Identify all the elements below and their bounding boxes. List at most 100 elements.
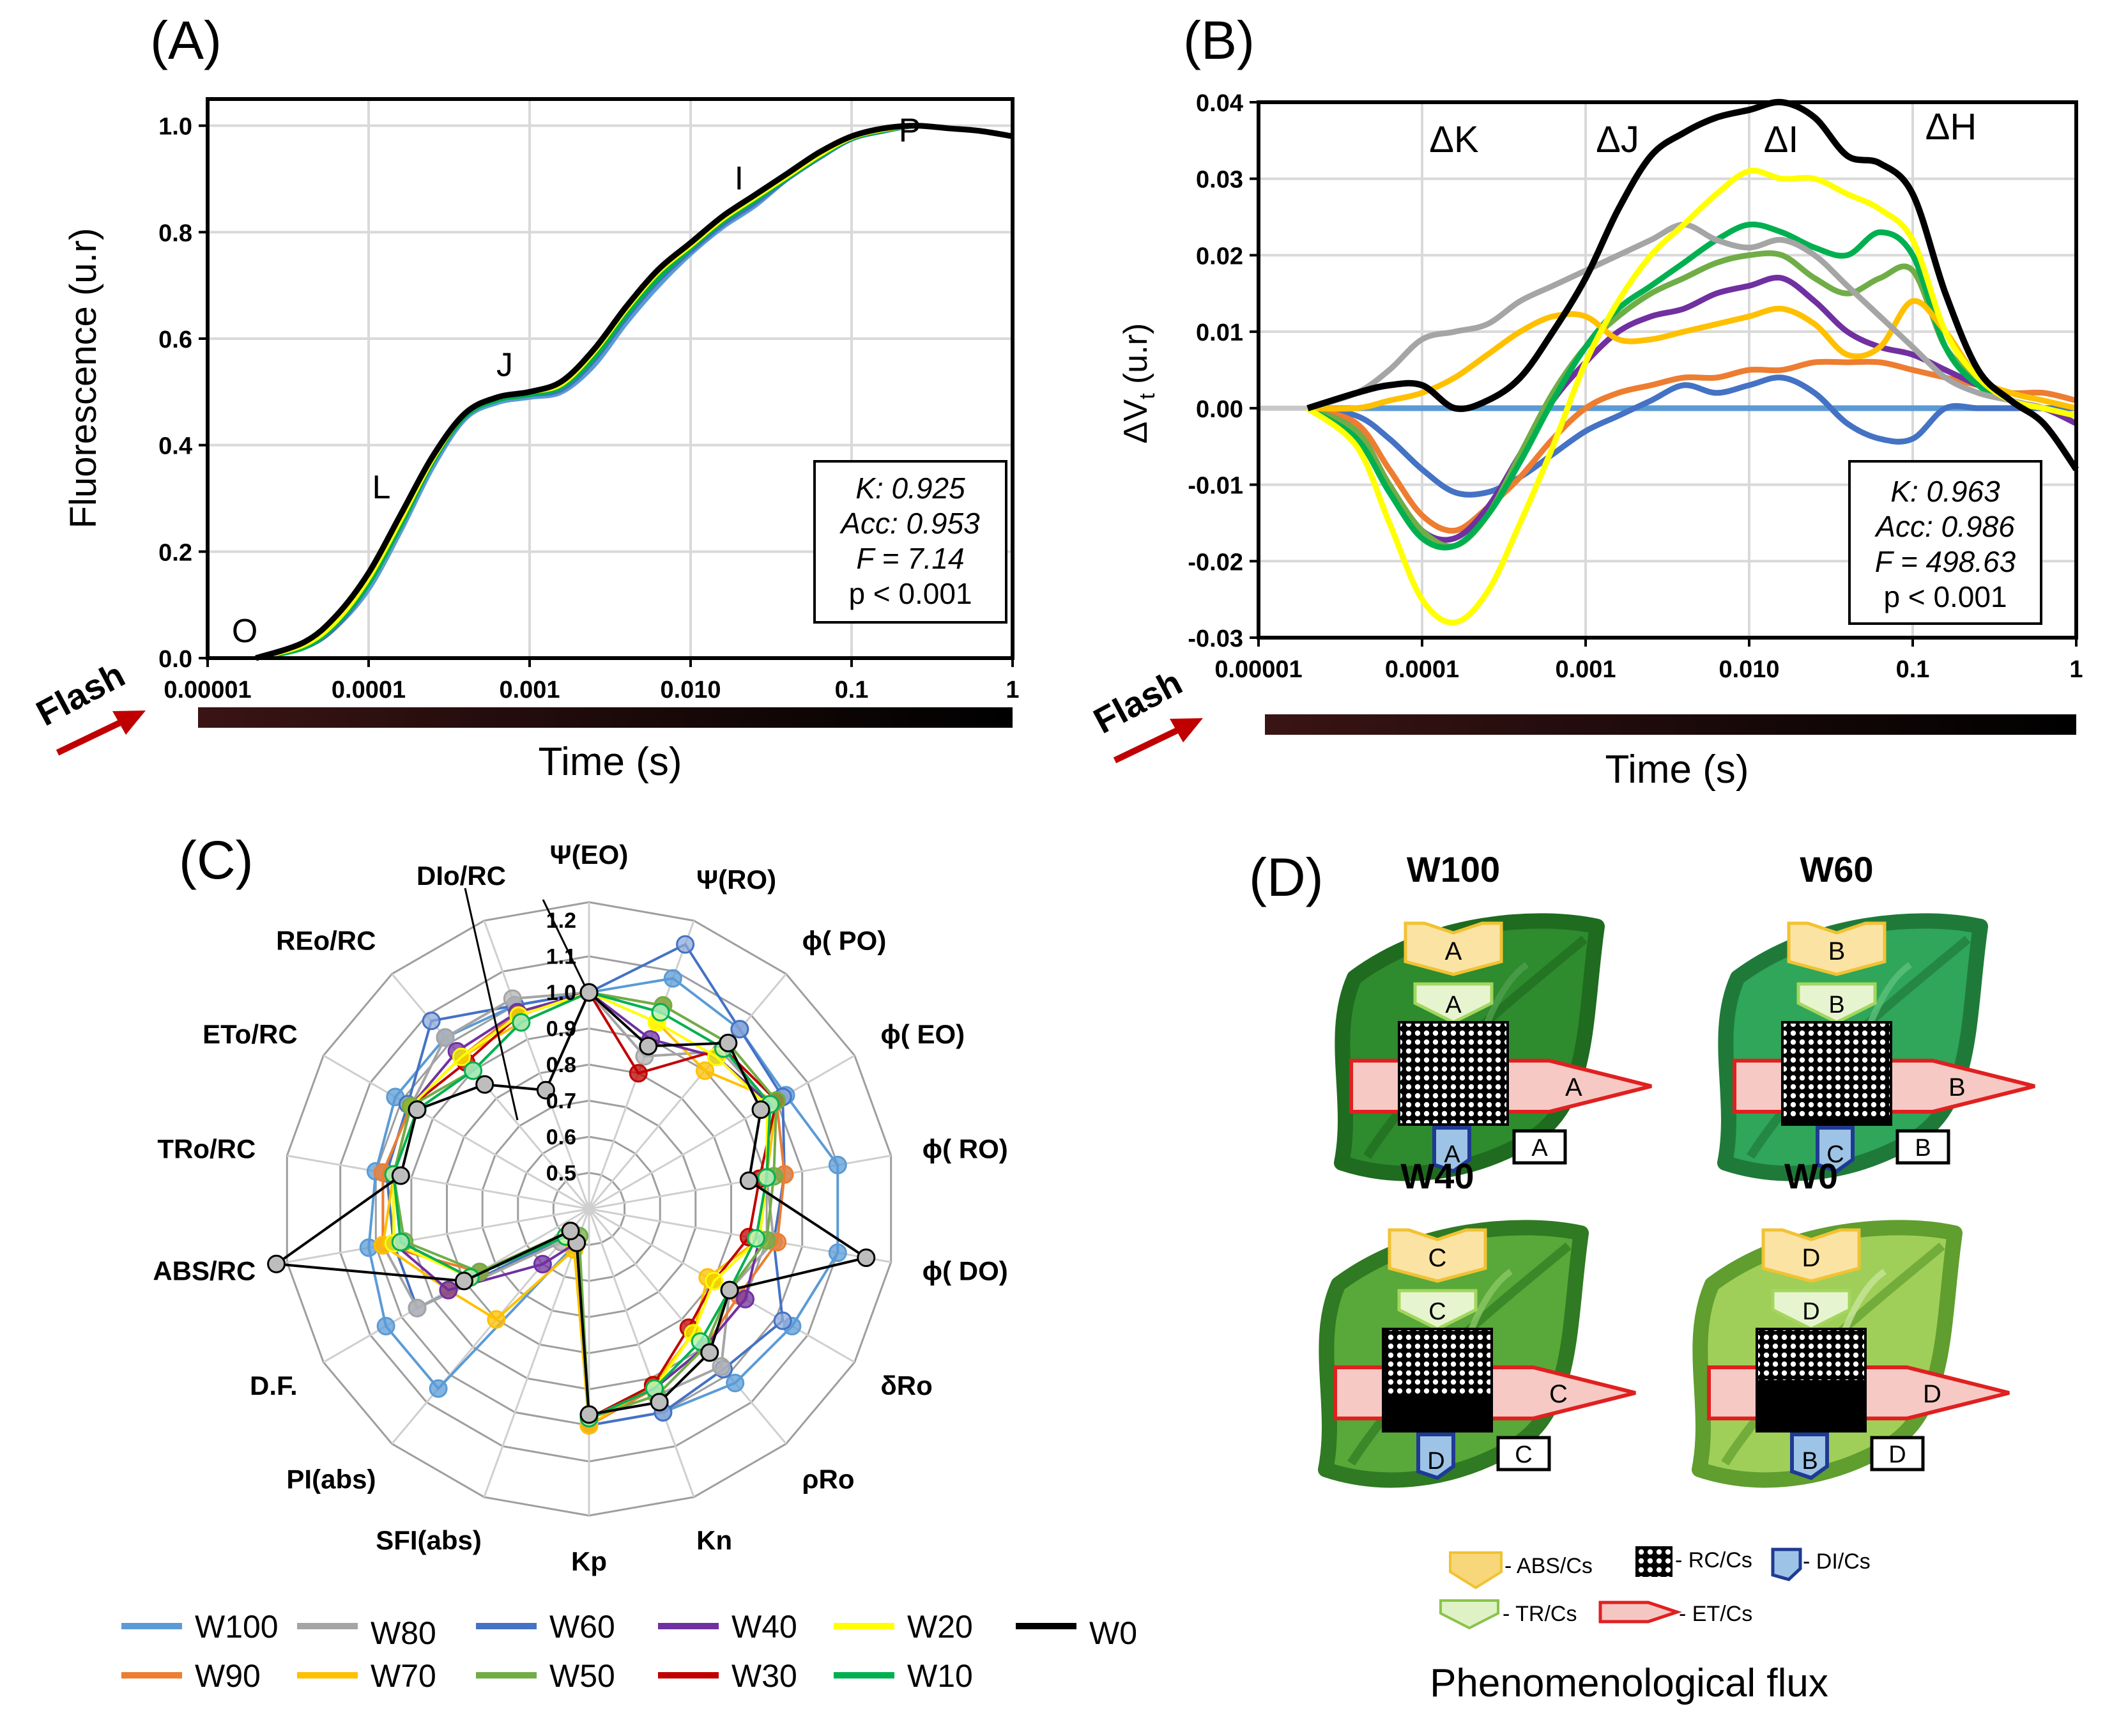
rc-label: C bbox=[1515, 1441, 1532, 1468]
radar-point-w0 bbox=[267, 1254, 286, 1273]
transient-label-p: P bbox=[899, 112, 921, 150]
radar-point-w10 bbox=[464, 1061, 482, 1080]
abs-flux-icon bbox=[1404, 921, 1503, 976]
flash-bar-b bbox=[1265, 714, 2076, 735]
y-tick-label: 1.0 bbox=[158, 114, 192, 141]
dio-rc-leader-line bbox=[464, 887, 519, 1121]
radar-point-w80 bbox=[712, 1357, 731, 1376]
transient-label-l: L bbox=[372, 469, 390, 506]
radar-tick-label: 0.6 bbox=[546, 1125, 576, 1149]
radar-point-w60 bbox=[730, 1020, 749, 1039]
radar-tick-label: 0.9 bbox=[546, 1017, 576, 1041]
et-cs-legend-icon bbox=[1598, 1601, 1682, 1624]
panel-b: (B) 0.00001 0.0001 0.001 0.010 0.1 10.040.030… bbox=[1087, 10, 2083, 792]
rc-flux-icon bbox=[1781, 1021, 1892, 1126]
flash-arrow-b bbox=[1113, 718, 1203, 764]
radar-point-w0 bbox=[720, 1280, 739, 1300]
y-axis-label-b: ΔVt (u.r) bbox=[1117, 323, 1160, 444]
radar-axis-label: ABS/RC bbox=[153, 1256, 256, 1286]
rc-cs-legend-label: - RC/Cs bbox=[1675, 1548, 1752, 1572]
y-axis-label-a: Fluorescence (u.r) bbox=[63, 228, 104, 529]
et-flux-label: B bbox=[1948, 1073, 1966, 1102]
x-tick-label: 0.001 bbox=[499, 677, 560, 703]
radar-point-w20 bbox=[705, 1271, 724, 1291]
radar-point-w10 bbox=[757, 1168, 776, 1187]
radar-spoke bbox=[483, 920, 590, 1210]
legend-label-w0: W0 bbox=[1089, 1615, 1137, 1651]
abs-cs-legend-label: - ABS/Cs bbox=[1504, 1554, 1593, 1578]
tr-flux-label: B bbox=[1828, 992, 1844, 1018]
radar-axis-label: δRo bbox=[880, 1371, 932, 1401]
radar-spoke bbox=[588, 1054, 855, 1210]
series-line-w80 bbox=[1306, 222, 2078, 419]
rc-label: A bbox=[1531, 1135, 1548, 1162]
x-axis-label-b: Time (s) bbox=[1605, 748, 1749, 792]
panel-a: (A) 0.00001 0.0001 0.001 0.010 0.1 1 0.0 0.2 0.4… bbox=[29, 10, 1019, 784]
radar-point-w0 bbox=[700, 1343, 719, 1362]
flash-bar-a bbox=[198, 707, 1013, 728]
radar-axis-label: ϕ( RO) bbox=[922, 1133, 1008, 1164]
di-flux-label: D bbox=[1427, 1448, 1444, 1475]
x-tick-label: 1 bbox=[1006, 677, 1019, 703]
radar-tick-labels: 0.50.60.70.80.91.01.11.2 bbox=[546, 909, 576, 1185]
radar-point-w0 bbox=[391, 1166, 410, 1185]
abs-flux-icon bbox=[1787, 921, 1887, 976]
rc-inactive-fill bbox=[1782, 1116, 1891, 1125]
x-tick-label: 0.0001 bbox=[332, 677, 406, 703]
radar-spoke bbox=[323, 1054, 590, 1210]
di-flux-icon bbox=[1790, 1433, 1829, 1480]
di-flux-icon bbox=[1432, 1126, 1471, 1174]
di-flux-label: A bbox=[1444, 1141, 1460, 1168]
series-line-w0 bbox=[255, 123, 1013, 661]
radar-axis-labels: Ψ(EO) Ψ(RO) ϕ( PO) ϕ( EO) ϕ( RO) ϕ( DO) δRo ρRo… bbox=[153, 840, 1007, 1576]
y-tick-label: -0.01 bbox=[1188, 473, 1243, 500]
di-cs-legend-label: - DI/Cs bbox=[1803, 1549, 1871, 1574]
band-label: ΔH bbox=[1925, 106, 1977, 148]
radar-point-w100 bbox=[376, 1317, 395, 1335]
et-flux-label: A bbox=[1565, 1073, 1582, 1102]
legend: W100 W80 W60 W40 W20 W0 W90 W70 W50 W30 W10 bbox=[121, 1609, 1137, 1694]
flux-legend: - ABS/Cs - RC/Cs - DI/Cs - TR/Cs - ET/Cs bbox=[1439, 1546, 1871, 1630]
y-tick-label: 0.02 bbox=[1196, 243, 1243, 270]
y-tick-label: -0.03 bbox=[1188, 626, 1243, 652]
leaf-w100: W100 A A A A A bbox=[1334, 849, 1652, 1181]
x-tick-label: 0.1 bbox=[1896, 656, 1930, 683]
plot-frame-b bbox=[1257, 100, 2078, 640]
radar-axis-label: ETo/RC bbox=[203, 1019, 298, 1049]
rc-inactive-fill bbox=[1383, 1395, 1492, 1431]
radar-axis-label: TRo/RC bbox=[157, 1133, 256, 1164]
legend-label-w70: W70 bbox=[371, 1658, 436, 1694]
tr-flux-icon bbox=[1413, 982, 1494, 1024]
legend-label-w90: W90 bbox=[195, 1658, 261, 1694]
band-label: ΔK bbox=[1429, 119, 1479, 160]
radar-point-w10 bbox=[746, 1229, 765, 1248]
tr-flux-icon bbox=[1771, 1289, 1851, 1331]
radar-point-w0 bbox=[579, 1405, 599, 1424]
flux-title: Phenomenological flux bbox=[1430, 1661, 1828, 1705]
radar-tick-label: 1.0 bbox=[546, 981, 576, 1005]
radar-point-w0 bbox=[536, 1080, 555, 1100]
radar-axis-label: Kp bbox=[571, 1546, 607, 1576]
stats-box-b bbox=[1848, 460, 2042, 625]
rc-label-box bbox=[1512, 1129, 1567, 1165]
radar-tick-label: 0.8 bbox=[546, 1053, 576, 1077]
x-tick-label: 0.00001 bbox=[1214, 656, 1302, 683]
panel-label-c: (C) bbox=[179, 830, 254, 890]
radar-point-w10 bbox=[651, 1002, 670, 1022]
stat-p-a: p < 0.001 bbox=[848, 577, 972, 610]
tr-flux-label: D bbox=[1802, 1298, 1819, 1325]
y-tick-label: 0.01 bbox=[1196, 319, 1243, 346]
legend-label-w50: W50 bbox=[549, 1658, 615, 1694]
tr-flux-label: A bbox=[1445, 992, 1462, 1018]
radar-axis-label: Ψ(EO) bbox=[550, 840, 629, 870]
tr-flux-icon bbox=[1397, 1289, 1478, 1331]
di-flux-icon bbox=[1416, 1433, 1455, 1480]
radar-point-w80 bbox=[436, 1028, 455, 1047]
radar-axis-label: D.F. bbox=[250, 1371, 298, 1401]
radar-point-w100 bbox=[429, 1379, 448, 1398]
y-tick-label: 0.00 bbox=[1196, 396, 1243, 423]
x-tick-label: 0.1 bbox=[835, 677, 869, 703]
legend-label-w10: W10 bbox=[907, 1658, 973, 1694]
plot-frame-a bbox=[206, 97, 1014, 660]
